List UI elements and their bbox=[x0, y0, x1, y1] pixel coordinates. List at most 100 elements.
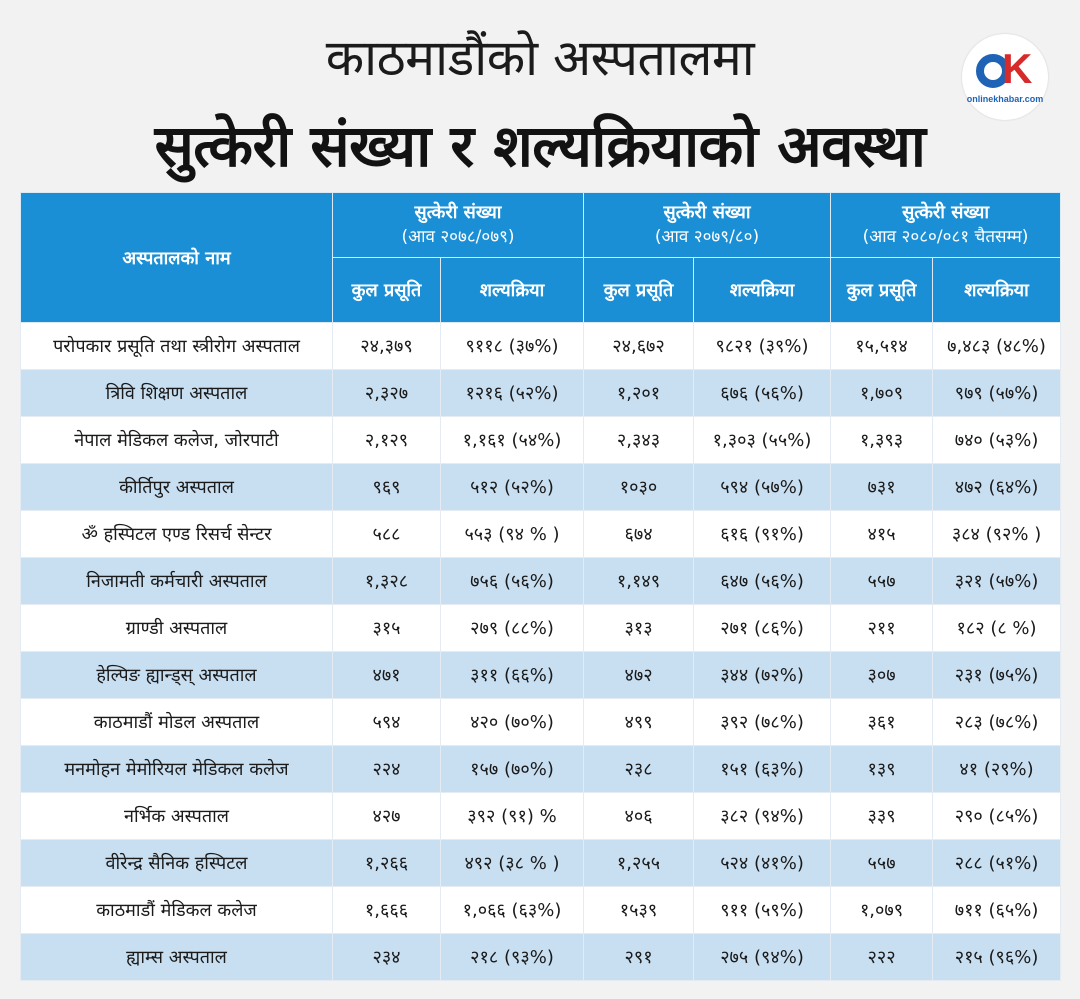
table-row: हेल्पिङ ह्यान्ड्स् अस्पताल ४७१ ३११ (६६%) ४७… bbox=[20, 651, 1062, 699]
total-births-cell: ९६९ bbox=[332, 463, 441, 511]
hospital-table: अस्पतालको नाम सुत्केरी संख्या (आव २०७८/०… bbox=[20, 192, 1062, 981]
total-births-cell: ३०७ bbox=[830, 651, 934, 699]
group-label: सुत्केरी संख्या bbox=[902, 202, 990, 223]
table-row: निजामती कर्मचारी अस्पताल १,३२८ ७५६ (५६%) १,… bbox=[20, 557, 1062, 605]
surgery-cell: ६४७ (५६%) bbox=[693, 557, 832, 605]
hospital-name-cell: नेपाल मेडिकल कलेज, जोरपाटी bbox=[20, 416, 333, 464]
table-row: ग्राण्डी अस्पताल ३१५ २७९ (८८%) ३१३ २७१ (८६%)… bbox=[20, 604, 1062, 652]
total-births-cell: १,३२८ bbox=[332, 557, 441, 605]
group-header-3: सुत्केरी संख्या (आव २०८०/०८१ चैतसम्म) bbox=[830, 192, 1062, 258]
total-births-cell: १५,५१४ bbox=[830, 322, 934, 370]
table-row: वीरेन्द्र सैनिक हस्पिटल १,२६६ ४९२ (३८ % ) १… bbox=[20, 839, 1062, 887]
group-label: सुत्केरी संख्या bbox=[663, 202, 751, 223]
surgery-cell: ९८२१ (३९%) bbox=[693, 322, 832, 370]
total-births-cell: ३३९ bbox=[830, 792, 934, 840]
group-header-2: सुत्केरी संख्या (आव २०७९/८०) bbox=[583, 192, 832, 258]
col-header-surgery: शल्यक्रिया bbox=[932, 257, 1062, 323]
table-row: काठमाडौं मेडिकल कलेज १,६६६ १,०६६ (६३%) १५३९… bbox=[20, 886, 1062, 934]
group-header-1: सुत्केरी संख्या (आव २०७८/०७९) bbox=[331, 192, 585, 258]
surgery-cell: २९० (८५%) bbox=[932, 792, 1062, 840]
surgery-cell: २१५ (९६%) bbox=[932, 933, 1062, 981]
total-births-cell: ३१५ bbox=[332, 604, 441, 652]
col-header-total-births: कुल प्रसूति bbox=[583, 257, 695, 323]
table-row: नेपाल मेडिकल कलेज, जोरपाटी २,१२९ १,१६१ (५४… bbox=[20, 416, 1062, 464]
surgery-cell: ९११ (५९%) bbox=[693, 886, 832, 934]
table-row: परोपकार प्रसूति तथा स्त्रीरोग अस्पताल २४,… bbox=[20, 322, 1062, 370]
hospital-name-cell: काठमाडौं मेडिकल कलेज bbox=[20, 886, 333, 934]
surgery-cell: १८२ (८ %) bbox=[932, 604, 1062, 652]
surgery-cell: ३८४ (९२% ) bbox=[932, 510, 1062, 558]
total-births-cell: २३४ bbox=[332, 933, 441, 981]
table-row: काठमाडौं मोडल अस्पताल ५९४ ४२० (७०%) ४९९ ३९२ … bbox=[20, 698, 1062, 746]
total-births-cell: ५८८ bbox=[332, 510, 441, 558]
total-births-cell: २४,३७९ bbox=[332, 322, 441, 370]
hospital-name-cell: नर्भिक अस्पताल bbox=[20, 792, 333, 840]
surgery-cell: ७,४८३ (४८%) bbox=[932, 322, 1062, 370]
total-births-cell: १,०७९ bbox=[830, 886, 934, 934]
total-births-cell: २२२ bbox=[830, 933, 934, 981]
total-births-cell: २,३२७ bbox=[332, 369, 441, 417]
total-births-cell: ४२७ bbox=[332, 792, 441, 840]
surgery-cell: ३४४ (७२%) bbox=[693, 651, 832, 699]
logo-o-icon bbox=[976, 54, 1010, 88]
total-births-cell: २,१२९ bbox=[332, 416, 441, 464]
table-row: त्रिवि शिक्षण अस्पताल २,३२७ १२१६ (५२%) १,२०… bbox=[20, 369, 1062, 417]
total-births-cell: २२४ bbox=[332, 745, 441, 793]
total-births-cell: ४९९ bbox=[583, 698, 695, 746]
total-births-cell: २४,६७२ bbox=[583, 322, 695, 370]
hospital-name-cell: ग्राण्डी अस्पताल bbox=[20, 604, 333, 652]
surgery-cell: ७४० (५३%) bbox=[932, 416, 1062, 464]
surgery-cell: ५२४ (४१%) bbox=[693, 839, 832, 887]
surgery-cell: ७११ (६५%) bbox=[932, 886, 1062, 934]
hospital-name-cell: काठमाडौं मोडल अस्पताल bbox=[20, 698, 333, 746]
onlinekhabar-logo: K onlinekhabar.com bbox=[962, 34, 1048, 120]
surgery-cell: ४१ (२९%) bbox=[932, 745, 1062, 793]
title-line-1: काठमाडौंको अस्पतालमा bbox=[325, 29, 755, 87]
col-header-total-births: कुल प्रसूति bbox=[830, 257, 934, 323]
col-header-surgery: शल्यक्रिया bbox=[693, 257, 832, 323]
surgery-cell: १२१६ (५२%) bbox=[439, 369, 585, 417]
total-births-cell: ३१३ bbox=[583, 604, 695, 652]
surgery-cell: ३२१ (५७%) bbox=[932, 557, 1062, 605]
col-header-total-births: कुल प्रसूति bbox=[332, 257, 441, 323]
total-births-cell: १,७०९ bbox=[830, 369, 934, 417]
surgery-cell: १,३०३ (५५%) bbox=[693, 416, 832, 464]
total-births-cell: १,१४९ bbox=[583, 557, 695, 605]
total-births-cell: ७३१ bbox=[830, 463, 934, 511]
table-row: कीर्तिपुर अस्पताल ९६९ ५१२ (५२%) १०३० ५९४ (५७… bbox=[20, 463, 1062, 511]
logo-brand-text: onlinekhabar.com bbox=[966, 94, 1044, 104]
table-body: परोपकार प्रसूति तथा स्त्रीरोग अस्पताल २४,… bbox=[20, 322, 1062, 981]
surgery-cell: २७५ (९४%) bbox=[693, 933, 832, 981]
table-row: ह्याम्स अस्पताल २३४ २१८ (९३%) २९१ २७५ (९४%) २… bbox=[20, 933, 1062, 981]
surgery-cell: १५७ (७०%) bbox=[439, 745, 585, 793]
table-row: नर्भिक अस्पताल ४२७ ३९२ (९१) % ४०६ ३८२ (९४%) ३… bbox=[20, 792, 1062, 840]
group-label: सुत्केरी संख्या bbox=[414, 202, 502, 223]
total-births-cell: १०३० bbox=[583, 463, 695, 511]
surgery-cell: १,०६६ (६३%) bbox=[439, 886, 585, 934]
hospital-name-cell: कीर्तिपुर अस्पताल bbox=[20, 463, 333, 511]
hospital-name-cell: परोपकार प्रसूति तथा स्त्रीरोग अस्पताल bbox=[20, 322, 333, 370]
group-period: (आव २०७८/०७९) bbox=[401, 227, 515, 247]
total-births-cell: २११ bbox=[830, 604, 934, 652]
total-births-cell: ३६१ bbox=[830, 698, 934, 746]
surgery-cell: ५१२ (५२%) bbox=[439, 463, 585, 511]
surgery-cell: ५९४ (५७%) bbox=[693, 463, 832, 511]
surgery-cell: ३११ (६६%) bbox=[439, 651, 585, 699]
surgery-cell: २८८ (५१%) bbox=[932, 839, 1062, 887]
surgery-cell: २८३ (७८%) bbox=[932, 698, 1062, 746]
title-line-2: सुत्केरी संख्या र शल्यक्रियाको अवस्था bbox=[154, 112, 926, 180]
total-births-cell: १,२५५ bbox=[583, 839, 695, 887]
surgery-cell: ३९२ (७८%) bbox=[693, 698, 832, 746]
total-births-cell: १५३९ bbox=[583, 886, 695, 934]
total-births-cell: ५५७ bbox=[830, 839, 934, 887]
total-births-cell: ४७२ bbox=[583, 651, 695, 699]
group-period: (आव २०७९/८०) bbox=[654, 227, 760, 247]
surgery-cell: ३९२ (९१) % bbox=[439, 792, 585, 840]
group-period: (आव २०८०/०८१ चैतसम्म) bbox=[862, 227, 1029, 247]
surgery-cell: १५१ (६३%) bbox=[693, 745, 832, 793]
total-births-cell: ४०६ bbox=[583, 792, 695, 840]
total-births-cell: २९१ bbox=[583, 933, 695, 981]
surgery-cell: ७५६ (५६%) bbox=[439, 557, 585, 605]
surgery-cell: ४७२ (६४%) bbox=[932, 463, 1062, 511]
surgery-cell: १,१६१ (५४%) bbox=[439, 416, 585, 464]
